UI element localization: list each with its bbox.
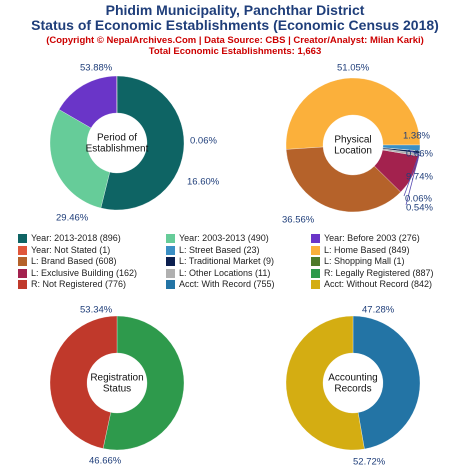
percent-label-1-6: 1.38% [403, 131, 430, 142]
percent-label-1-1: 36.56% [282, 215, 315, 226]
donut-period-of-establishment: 53.88% 29.46% 16.60% 0.06% Period ofEstablis… [49, 63, 220, 224]
legend-label: L: Other Locations (11) [179, 267, 271, 278]
percent-label-0-1: 29.46% [56, 213, 89, 224]
legend-swatch [166, 280, 175, 289]
percent-label-3-1: 52.72% [353, 457, 386, 468]
legend-swatch [18, 234, 27, 243]
legend-swatch [18, 268, 27, 278]
legend-label: Acct: Without Record (842) [324, 279, 433, 289]
legend-label: L: Traditional Market (9) [179, 256, 275, 266]
legend-label: L: Shopping Mall (1) [324, 256, 405, 266]
legend-label: L: Exclusive Building (162) [31, 267, 138, 278]
percent-label-1-0: 51.05% [337, 63, 370, 74]
legend-label: L: Home Based (849) [324, 244, 410, 255]
donut-center-label-1-1: Location [334, 146, 372, 157]
percent-label-0-0: 53.88% [80, 63, 113, 74]
legend-label: Year: 2003-2013 (490) [179, 233, 269, 243]
legend-swatch [18, 280, 27, 289]
donut-center-label-1-0: Physical [334, 135, 371, 146]
legend-label: Year: Not Stated (1) [31, 244, 111, 255]
chart-subtitle: Status of Economic Establishments (Econo… [31, 17, 439, 33]
legend-swatch [166, 257, 175, 266]
donut-slice-0-1 [49, 109, 110, 209]
legend-swatch [18, 245, 27, 255]
percent-label-1-5: 0.06% [405, 194, 432, 205]
donut-slice-1-6 [382, 144, 421, 151]
donut-center-label-2-0: Registration [90, 373, 143, 384]
donut-center-label-2-1: Status [103, 384, 131, 395]
percent-label-1-4: 0.54% [406, 203, 433, 214]
legend-swatch [166, 268, 175, 278]
legend-label: R: Not Registered (776) [31, 279, 127, 289]
legend-label: L: Brand Based (608) [31, 256, 117, 266]
legend-swatch [18, 257, 27, 266]
donut-center-label-3-1: Records [334, 384, 371, 395]
donut-center-label-0-1: Establishment [86, 144, 149, 155]
percent-label-1-2: 9.74% [406, 172, 433, 183]
donut-physical-location: 51.05% 36.56% 9.74% 0.66% 0.54%0.06% 1.38% Phy… [282, 63, 433, 226]
legend-swatch [311, 257, 320, 266]
percent-label-2-0: 53.34% [80, 305, 113, 316]
percent-label-1-3: 0.66% [406, 149, 433, 160]
total-establishments: Total Economic Establishments: 1,663 [148, 46, 322, 57]
donut-center-label-0-0: Period of [97, 133, 137, 144]
legend-label: Year: Before 2003 (276) [324, 233, 420, 243]
leader-line-1-4 [405, 154, 420, 206]
leader-line-1-5 [403, 156, 419, 197]
legend-label: Year: 2013-2018 (896) [31, 233, 121, 243]
chart-title: Phidim Municipality, Panchthar District [105, 2, 365, 18]
legend-swatch [311, 245, 320, 255]
legend-label: R: Legally Registered (887) [324, 267, 434, 278]
legend-swatch [166, 234, 175, 243]
percent-label-0-3: 0.06% [190, 136, 217, 147]
copyright-note: (Copyright © NepalArchives.Com | Data So… [46, 35, 424, 46]
percent-label-0-2: 16.60% [187, 177, 220, 188]
legend-label: L: Street Based (23) [179, 244, 260, 255]
legend-swatch [311, 234, 320, 243]
donut-slice-1-1 [285, 146, 401, 213]
percent-label-2-1: 46.66% [89, 456, 122, 467]
legend-label: Acct: With Record (755) [179, 279, 275, 289]
legend-swatch [311, 268, 320, 278]
donut-slice-2-1 [49, 315, 118, 449]
donut-center-label-3-0: Accounting [328, 373, 377, 384]
legend-swatch [166, 245, 175, 255]
legend-swatch [311, 280, 320, 289]
donut-slice-1-0 [285, 77, 421, 150]
percent-label-3-0: 47.28% [362, 305, 395, 316]
donut-slice-3-0 [352, 315, 421, 450]
